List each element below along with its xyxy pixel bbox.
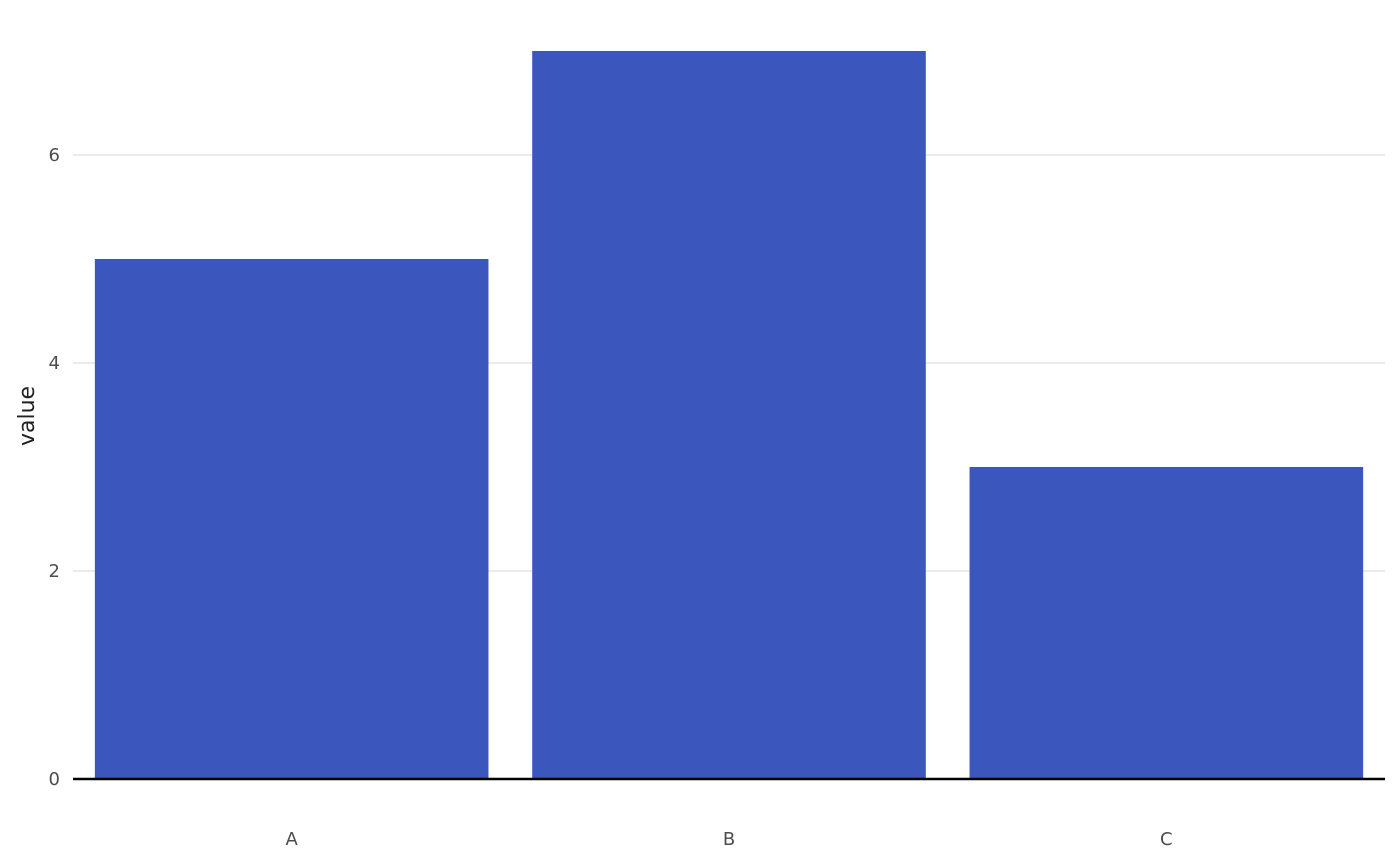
- y-tick-label: 4: [49, 353, 60, 374]
- bar-A: [94, 259, 489, 779]
- x-tick-label: C: [1160, 829, 1173, 850]
- y-tick-label: 2: [49, 561, 60, 582]
- y-tick-label: 0: [49, 769, 60, 790]
- bar-C: [969, 467, 1364, 779]
- x-tick-labels: A B C: [286, 829, 1173, 850]
- y-tick-labels: 0 2 4 6: [49, 145, 60, 790]
- y-tick-label: 6: [49, 145, 60, 166]
- bars: [94, 51, 1364, 779]
- bar-B: [532, 51, 926, 779]
- x-tick-label: B: [723, 829, 735, 850]
- x-tick-label: A: [286, 829, 299, 850]
- y-axis-label: value: [15, 386, 40, 446]
